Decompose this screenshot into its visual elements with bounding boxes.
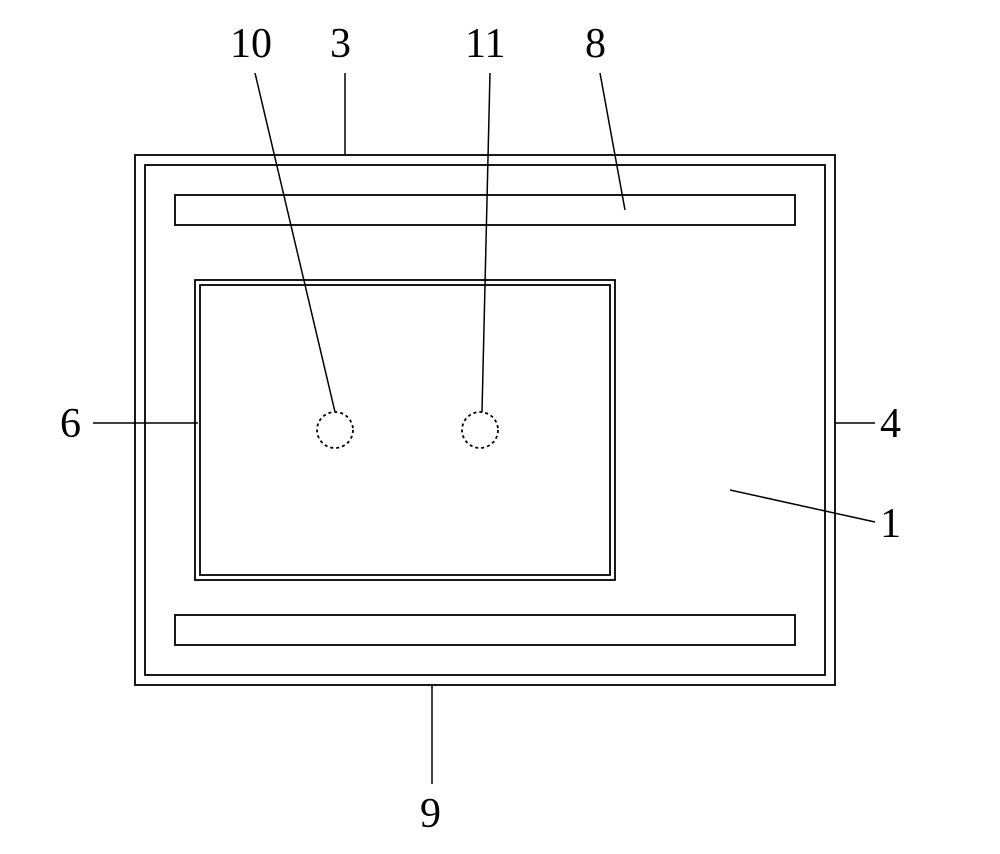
top-slot xyxy=(175,195,795,225)
callout-3: 3 xyxy=(330,20,351,68)
callout-4: 4 xyxy=(880,400,901,448)
callout-6: 6 xyxy=(60,400,81,448)
panel-inner xyxy=(200,285,610,575)
callout-10: 10 xyxy=(230,20,272,68)
outer-rect xyxy=(135,155,835,685)
bottom-slot xyxy=(175,615,795,645)
callout-9: 9 xyxy=(420,790,441,838)
inner-frame xyxy=(145,165,825,675)
callout-1: 1 xyxy=(880,500,901,548)
panel-outer xyxy=(195,280,615,580)
technical-diagram xyxy=(0,0,1000,854)
callout-11: 11 xyxy=(465,20,505,68)
callout-8: 8 xyxy=(585,20,606,68)
